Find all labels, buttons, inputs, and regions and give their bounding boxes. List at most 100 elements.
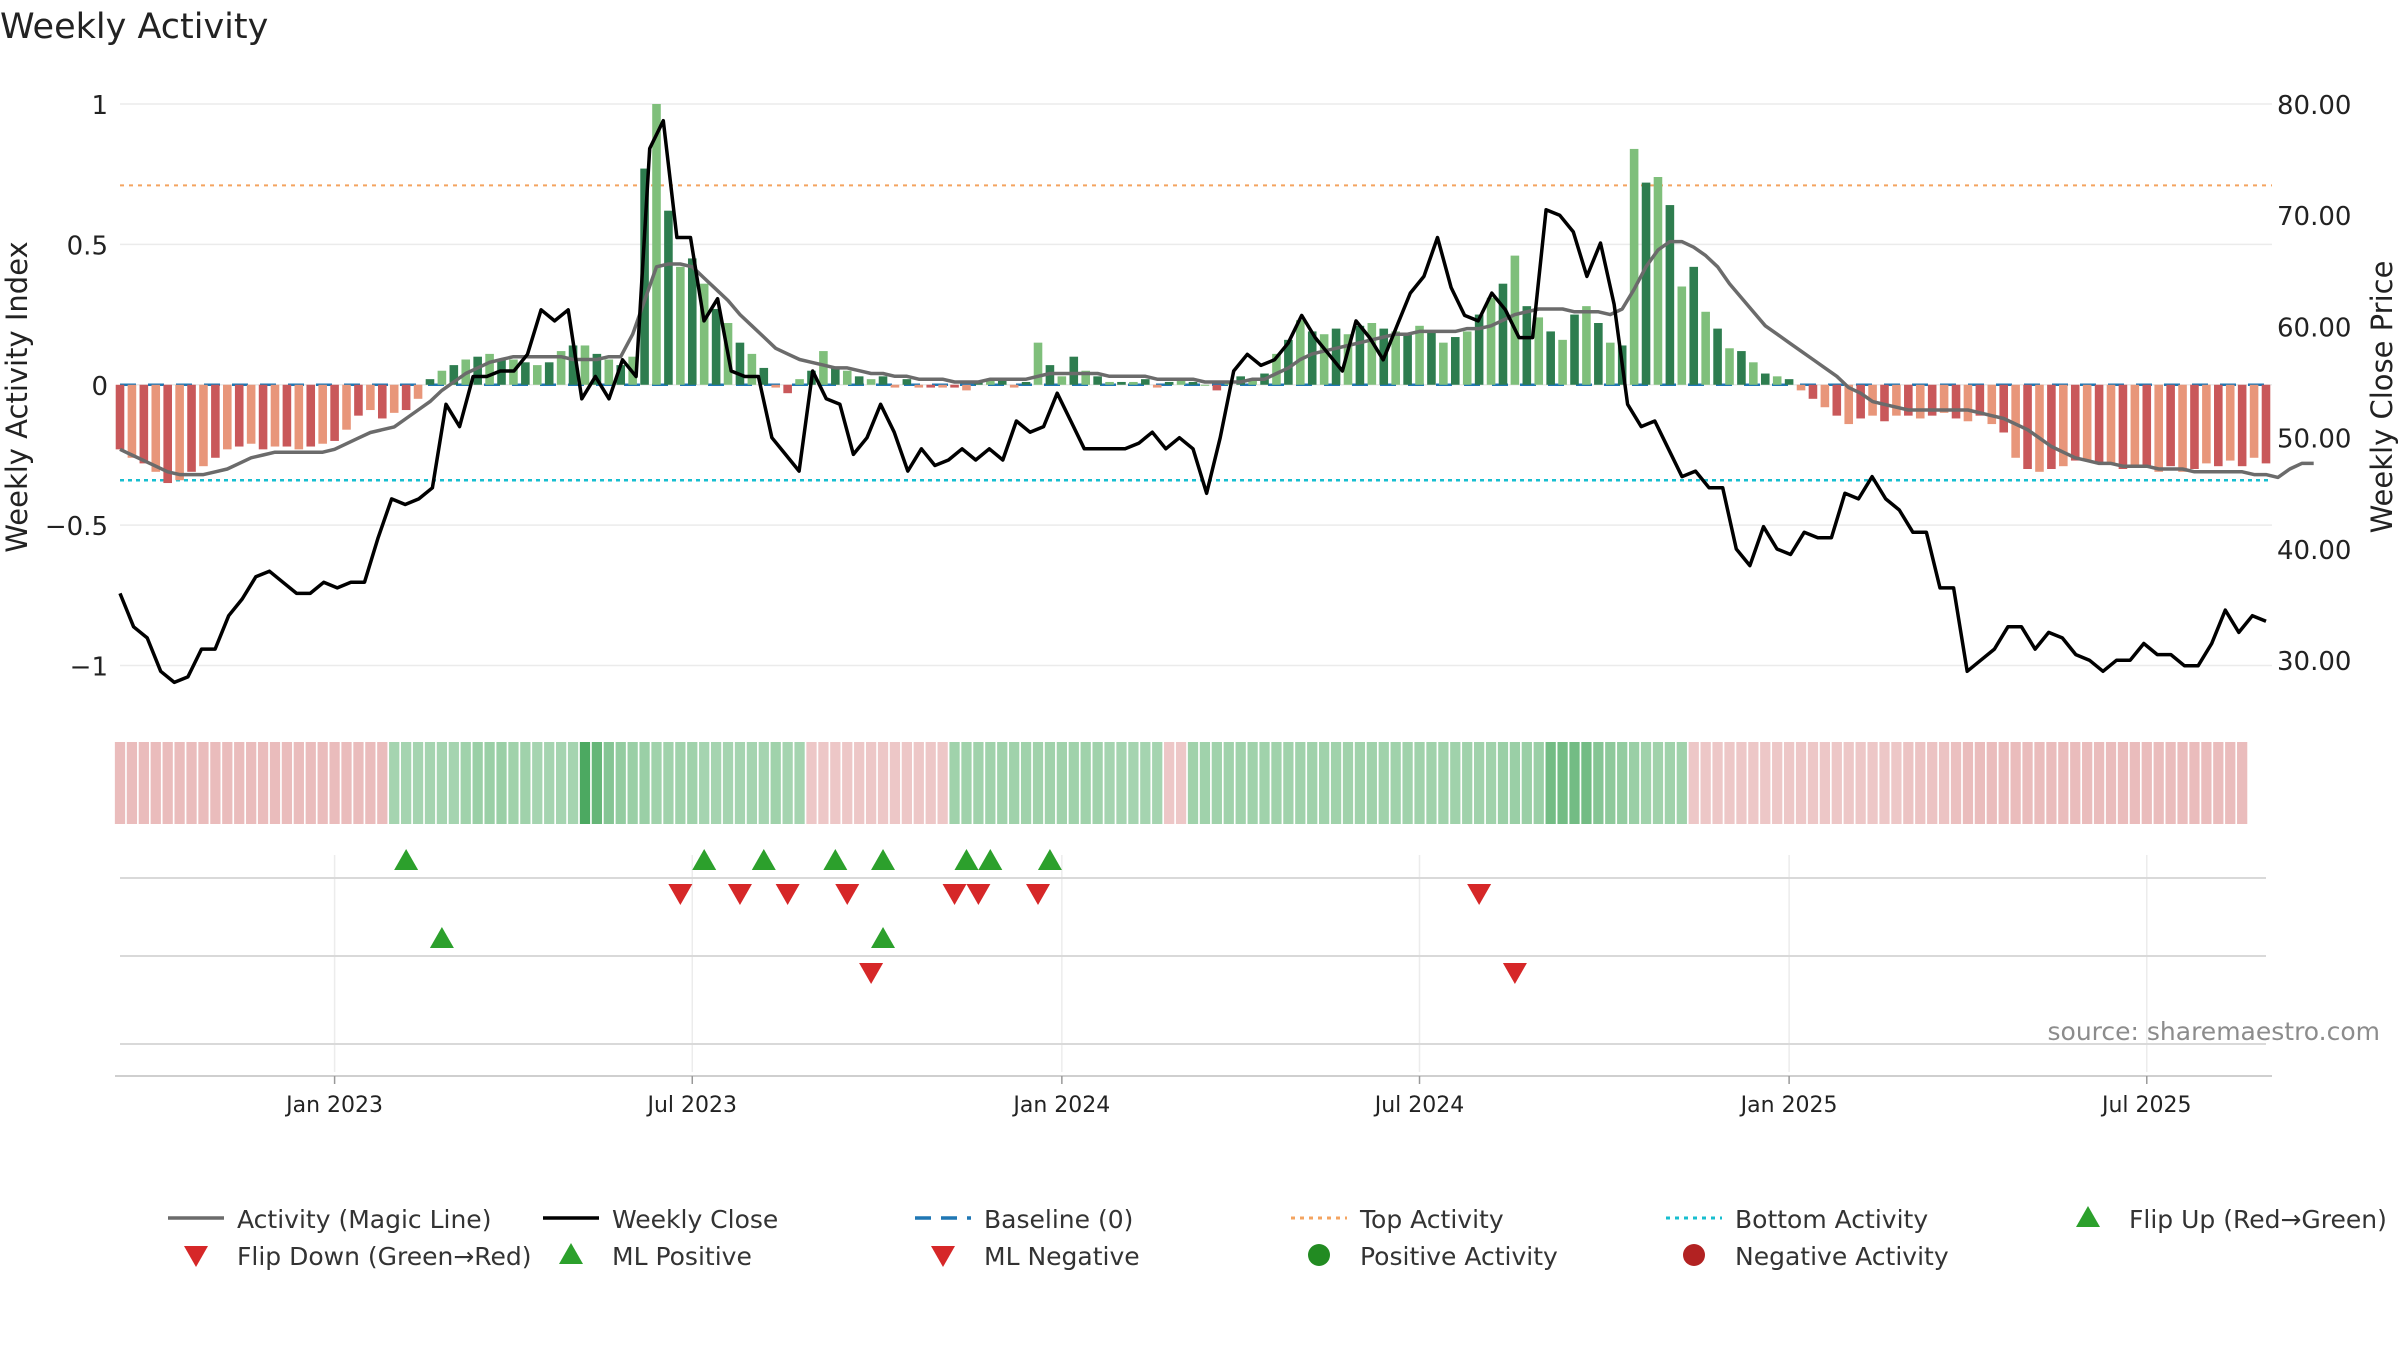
heat-strip-cell [436,742,448,824]
activity-bar [914,384,924,388]
heat-strip-cell [2093,742,2105,824]
activity-bar [831,367,840,385]
heat-strip-cell [2141,742,2152,824]
heat-strip-cell [2237,742,2248,824]
x-tick-label: Jul 2023 [646,1093,738,1118]
heat-strip-cell [365,742,376,824]
activity-bar [1391,331,1400,385]
heat-strip-cell [1533,742,1544,824]
heat-strip-cell [1342,742,1354,824]
activity-bar [2070,384,2080,461]
activity-bar [735,342,745,385]
heat-strip-cell [1068,742,1079,824]
activity-bar [234,384,244,447]
activity-bar [1462,331,1472,385]
activity-bar [2249,384,2259,458]
activity-bar [1760,373,1770,385]
legend-label: ML Negative [984,1242,1140,1271]
heat-strip-cell [1152,742,1163,824]
heat-strip-cell [889,742,901,824]
activity-bar [1212,384,1222,391]
heat-strip-cell [2153,742,2164,824]
heat-strip-cell [901,742,912,824]
activity-bar [926,384,936,388]
legend-item: Baseline (0) [915,1205,1133,1234]
heat-strip-cell [1116,742,1127,824]
activity-bar [1498,283,1508,385]
activity-bar [151,384,161,472]
heat-strip-cell [138,742,149,824]
activity-bar [783,384,792,394]
activity-bar [1307,331,1317,385]
activity-bar [425,379,435,385]
activity-heat-strip [114,742,2248,824]
activity-bar [890,384,900,388]
right-tick-label: 60.00 [2277,313,2351,343]
activity-bar [1844,384,1854,425]
x-tick-label: Jul 2024 [1373,1093,1465,1118]
activity-bar [1284,339,1293,385]
legend-up-marker [2076,1206,2100,1227]
activity-bar [842,370,852,385]
activity-bar [1605,342,1615,385]
heat-strip-cell [555,742,567,824]
heat-strip-cell [1772,742,1783,824]
heat-strip-cell [579,742,591,824]
heat-strip-cell [591,742,603,824]
activity-bar [2035,384,2044,472]
activity-bar [521,362,530,385]
activity-bar [2047,384,2056,469]
heat-strip-cell [710,742,722,824]
activity-bar [568,345,578,385]
flip-down-marker [966,884,991,905]
activity-bar [2094,384,2104,464]
heat-strip-cell [1557,742,1568,824]
heat-strip-cell [1855,742,1866,824]
heat-strip-cell [1760,742,1771,824]
chart-title: Weekly Activity [0,7,268,47]
ml-negative-marker [1502,963,1527,984]
heat-strip-cell [424,742,436,824]
activity-bar [1093,376,1102,385]
activity-bar [687,258,697,385]
flip-down-marker [775,884,800,905]
activity-bar [2082,384,2092,461]
legend-label: Bottom Activity [1735,1205,1928,1234]
heat-strip-cell [2058,742,2069,824]
activity-bar [580,345,590,385]
legend-item: Negative Activity [1683,1242,1949,1271]
heat-strip-cell [1414,742,1425,824]
heat-strip-cell [496,742,507,824]
activity-bar [1450,337,1460,385]
heat-strip-cell [1044,742,1056,824]
activity-bar [795,379,804,385]
activity-bar [962,384,971,391]
heat-strip-cell [484,742,495,824]
heat-strip-cell [1485,742,1497,824]
activity-bar [318,384,327,444]
heat-strip-cell [1211,742,1222,824]
legend-up-marker [559,1243,583,1264]
heat-strip-cell [1283,742,1294,824]
activity-bars [115,104,2271,484]
heat-strip-cell [1199,742,1211,824]
heat-strip-cell [1867,742,1878,824]
activity-bar [986,379,995,385]
activity-bar [2142,384,2152,467]
activity-bar [938,384,947,388]
flip-down-marker [1026,884,1051,905]
activity-bar [819,351,828,385]
activity-bar [1629,148,1639,385]
activity-bar [676,266,685,385]
heat-strip-cell [1020,742,1032,824]
heat-strip-cell [1092,742,1103,824]
heat-strip-cell [2117,742,2129,824]
legend-item: Weekly Close [543,1205,778,1234]
heat-strip-cell [1187,742,1199,824]
heat-strip-cell [1009,742,1020,824]
heat-strip-cell [1831,742,1842,824]
heat-strip-cell [937,742,948,824]
activity-bar [294,384,304,450]
activity-bar [1546,331,1555,385]
heat-strip-cell [2213,742,2224,824]
